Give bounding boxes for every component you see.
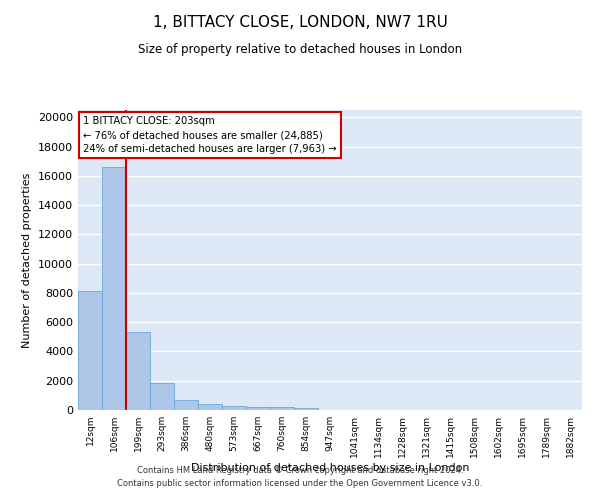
Bar [126,332,150,410]
Text: 1 BITTACY CLOSE: 203sqm
← 76% of detached houses are smaller (24,885)
24% of sem: 1 BITTACY CLOSE: 203sqm ← 76% of detache… [83,116,337,154]
Bar [198,404,222,410]
X-axis label: Distribution of detached houses by size in London: Distribution of detached houses by size … [191,462,469,472]
Bar [102,167,126,410]
Text: Size of property relative to detached houses in London: Size of property relative to detached ho… [138,42,462,56]
Bar [294,408,318,410]
Bar [246,406,270,410]
Y-axis label: Number of detached properties: Number of detached properties [22,172,32,348]
Bar [174,400,198,410]
Bar [222,406,246,410]
Bar [78,292,102,410]
Text: Contains HM Land Registry data © Crown copyright and database right 2024.
Contai: Contains HM Land Registry data © Crown c… [118,466,482,487]
Bar [270,408,294,410]
Text: 1, BITTACY CLOSE, LONDON, NW7 1RU: 1, BITTACY CLOSE, LONDON, NW7 1RU [152,15,448,30]
Bar [150,383,174,410]
